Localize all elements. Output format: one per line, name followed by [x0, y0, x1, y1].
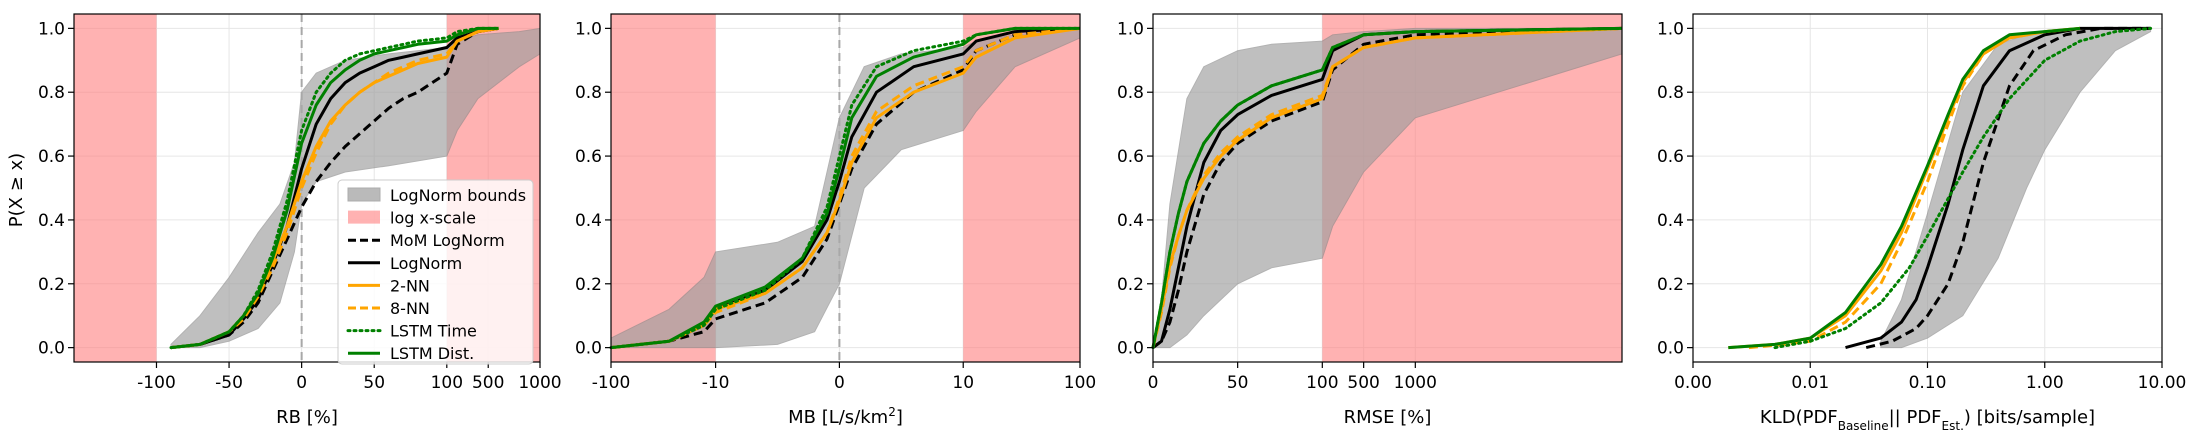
y-tick-label: 0.8: [1117, 83, 1144, 103]
legend: LogNorm bounds log x-scale MoM LogNorm LogN…: [337, 179, 534, 365]
y-tick-label: 0.4: [575, 211, 602, 231]
y-tick-label: 0.6: [575, 147, 602, 167]
chart-panel-3: 0.0 0.2 0.4 0.6 0.8 1.0 0 50 100 500 1000 RMSE [%]: [1117, 13, 1624, 428]
x-tick-label: 0: [296, 373, 307, 393]
y-tick-label: 0.2: [575, 275, 602, 295]
series-line-nn8: [170, 26, 499, 350]
legend-swatch-bounds: [347, 187, 381, 202]
x-axis-label: RMSE [%]: [1344, 407, 1432, 428]
x-tick-label: 1000: [1394, 373, 1437, 393]
x-tick-label: 0: [1148, 373, 1159, 393]
legend-swatch-logscale: [348, 210, 380, 224]
legend-label: LSTM Dist.: [390, 344, 474, 363]
x-tick-label: 1.00: [2026, 373, 2064, 393]
x-axis-label: MB [L/s/km2]: [788, 405, 903, 428]
y-tick-label: 1.0: [1117, 19, 1144, 39]
legend-label: 8-NN: [390, 299, 430, 318]
x-tick-label: -100: [137, 373, 176, 393]
x-tick-label: 0.00: [1674, 373, 1712, 393]
axes-frame: [73, 13, 541, 363]
x-tick-label: -50: [215, 373, 243, 393]
series-line-lstm-dist: [610, 26, 1080, 350]
series-line-mom: [170, 26, 499, 350]
series-line-lstm-dist: [170, 26, 499, 350]
y-tick-label: 0.4: [1657, 211, 1684, 231]
y-tick-label: 1.0: [1657, 19, 1684, 39]
series-line-lstm-time: [1773, 26, 2153, 350]
y-tick-label: 0.0: [575, 339, 602, 359]
chart-panel-4: 0.0 0.2 0.4 0.6 0.8 1.0 0.00 0.01 0.10 1.00 10.00 K…: [1657, 13, 2187, 433]
x-tick-label: -10: [702, 373, 730, 393]
legend-label: LSTM Time: [390, 322, 477, 341]
legend-label: 2-NN: [390, 276, 430, 295]
y-tick-label: 0.4: [38, 211, 65, 231]
lognorm-bounds-band: [1880, 27, 2152, 349]
series-line-mom: [1865, 26, 2151, 350]
x-tick-label: 0: [834, 373, 845, 393]
x-axis-label-text: ) [bits/sample]: [1964, 407, 2095, 428]
series-line-lstm-dist: [1151, 26, 1623, 348]
x-axis-label-sup: 2: [888, 405, 896, 419]
y-tick-label: 0.0: [1117, 339, 1144, 359]
x-tick-label: 0.01: [1791, 373, 1829, 393]
legend-box: [337, 179, 534, 365]
series-line-lstm-dist: [1728, 26, 2081, 350]
x-axis-label-sub: Baseline: [1838, 419, 1889, 433]
x-axis-label-text: ]: [896, 407, 903, 428]
x-tick-label: 50: [363, 373, 385, 393]
y-tick-label: 0.6: [1117, 147, 1144, 167]
x-tick-label: 50: [1227, 373, 1249, 393]
y-tick-label: 0.2: [1117, 275, 1144, 295]
x-tick-label: 10.00: [2138, 373, 2187, 393]
y-tick-label: 0.0: [38, 339, 65, 359]
x-axis-label: KLD(PDFBaseline|| PDFEst.) [bits/sample]: [1760, 407, 2095, 433]
y-tick-label: 0.6: [38, 147, 65, 167]
x-axis-label-text: MB [L/s/km: [788, 407, 888, 428]
legend-label: LogNorm bounds: [390, 186, 526, 205]
x-tick-label: -100: [592, 373, 631, 393]
legend-label: log x-scale: [390, 209, 476, 228]
y-tick-label: 1.0: [38, 19, 65, 39]
x-tick-label: 100: [1306, 373, 1338, 393]
x-tick-label: 1000: [518, 373, 561, 393]
y-tick-label: 1.0: [575, 19, 602, 39]
y-tick-label: 0.0: [1657, 339, 1684, 359]
x-tick-label: 100: [431, 373, 463, 393]
y-axis-label: P(X ≥ x): [6, 153, 27, 227]
series-line-lognorm: [1845, 26, 2151, 350]
x-axis-label-text: KLD(PDF: [1760, 407, 1838, 428]
x-tick-label: 100: [1064, 373, 1096, 393]
x-axis-label-sub: Est.: [1942, 419, 1964, 433]
y-tick-label: 0.8: [1657, 83, 1684, 103]
log-scale-region: [74, 14, 157, 362]
x-tick-label: 500: [472, 373, 504, 393]
x-tick-label: 500: [1347, 373, 1379, 393]
legend-label: MoM LogNorm: [390, 231, 505, 250]
x-tick-label: 0.10: [1909, 373, 1947, 393]
axes-frame: [1152, 13, 1623, 363]
y-tick-label: 0.6: [1657, 147, 1684, 167]
axes-frame: [610, 13, 1081, 363]
x-axis-label: RB [%]: [276, 407, 338, 428]
y-tick-label: 0.2: [1657, 275, 1684, 295]
legend-label: LogNorm: [390, 254, 462, 273]
y-tick-label: 0.8: [575, 83, 602, 103]
x-axis-label-text: || PDF: [1889, 407, 1942, 428]
series-line-nn8: [1151, 26, 1623, 348]
y-tick-label: 0.4: [1117, 211, 1144, 231]
y-tick-label: 0.8: [38, 83, 65, 103]
x-tick-label: 10: [952, 373, 974, 393]
series-line-mom: [1152, 26, 1623, 349]
y-tick-label: 0.2: [38, 275, 65, 295]
